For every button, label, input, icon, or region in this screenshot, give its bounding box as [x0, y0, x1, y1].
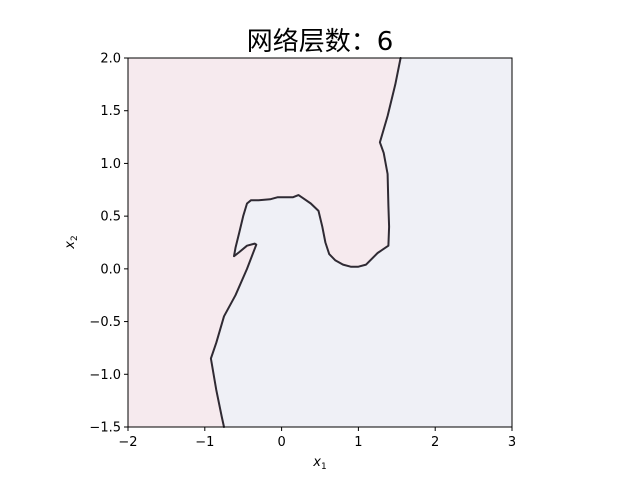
decision-boundary-line	[209, 57, 402, 428]
x-tick-label: 2	[431, 435, 439, 450]
y-axis-ticks: −1.5 −1.0 −0.5 0.0 0.5 1.0 1.5 2.0	[89, 52, 128, 436]
y-tick-label: −1.0	[89, 368, 121, 383]
x-tick-label: −1	[195, 435, 214, 450]
x-tick-label: 1	[354, 435, 362, 450]
y-tick-label: 0.0	[100, 262, 121, 277]
y-tick-label: 0.5	[100, 210, 121, 225]
region-right	[210, 58, 512, 427]
y-axis-label: x2	[63, 235, 80, 249]
x-axis-label: x1	[312, 455, 326, 472]
x-tick-label: −2	[118, 435, 137, 450]
plot-frame	[127, 57, 513, 428]
plot-area	[127, 57, 513, 428]
y-tick-label: 1.0	[100, 157, 121, 172]
chart-title: 网络层数：6	[247, 27, 394, 57]
x-tick-label: 3	[508, 435, 516, 450]
y-tick-label: 1.5	[100, 104, 121, 119]
y-tick-label: −0.5	[89, 315, 121, 330]
region-left	[128, 58, 401, 427]
y-tick-label: 2.0	[100, 52, 121, 67]
x-tick-label: 0	[277, 435, 285, 450]
y-tick-label: −1.5	[89, 421, 121, 436]
x-axis-ticks: −2 −1 0 1 2 3	[118, 427, 516, 450]
